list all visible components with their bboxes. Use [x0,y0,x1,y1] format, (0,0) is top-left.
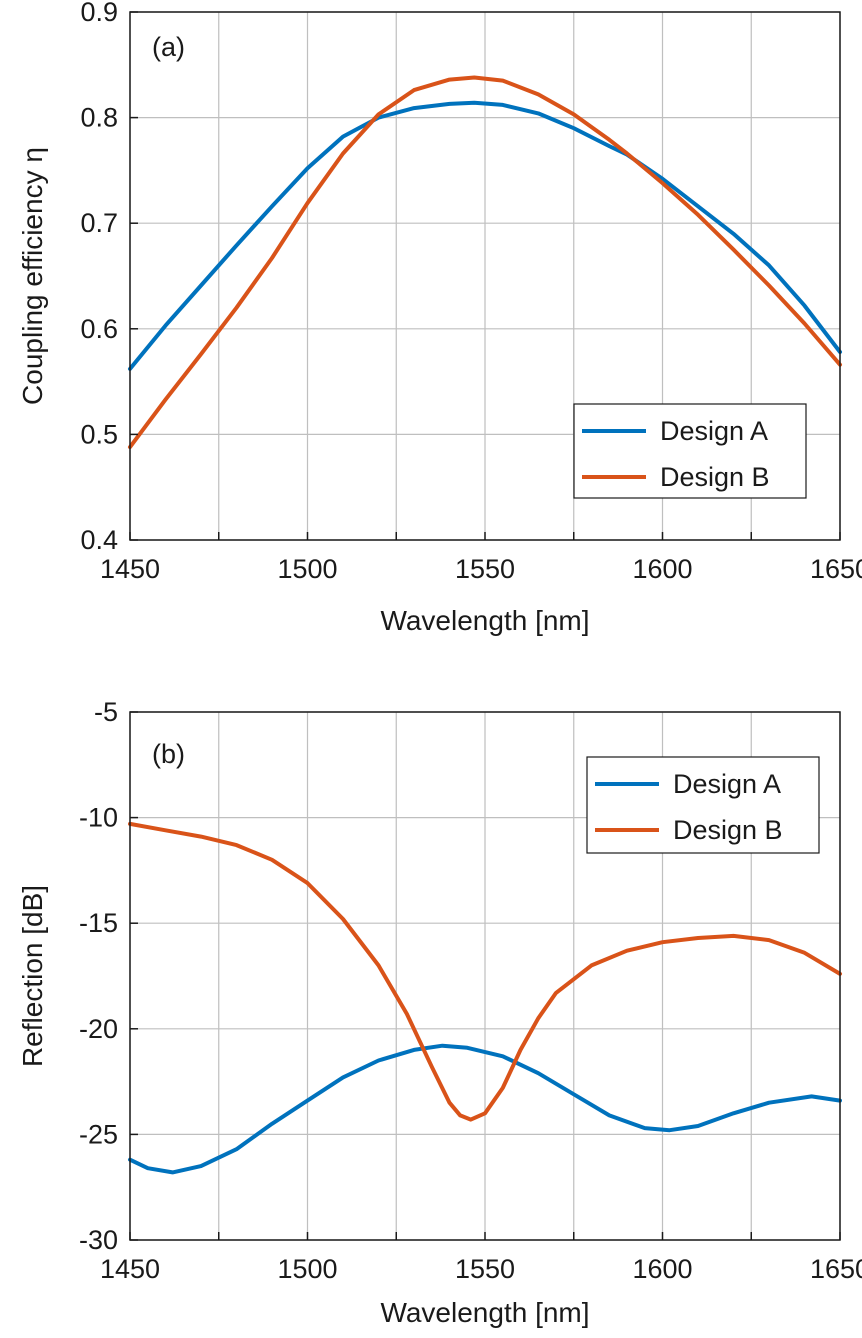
legend-label: Design A [673,769,781,799]
series-line-design-a [128,100,842,371]
y-tick-label: -25 [79,1119,118,1149]
x-tick-label: 1550 [455,554,515,584]
legend-label: Design B [673,815,783,845]
y-tick-label: -15 [79,908,118,938]
x-tick-label: 1450 [100,554,160,584]
x-tick-label: 1600 [632,1254,692,1284]
legend: Design A Design B [573,403,807,499]
legend-box [573,403,807,499]
y-axis-label: Coupling efficiency η [17,147,48,405]
series-line-design-a [128,1043,842,1175]
y-tick-label: 0.9 [80,0,118,27]
legend-label: Design B [660,462,770,492]
y-tick-label: 0.4 [80,525,118,555]
x-tick-label: 1550 [455,1254,515,1284]
y-tick-label: -20 [79,1014,118,1044]
panel-label: (a) [152,32,185,62]
x-tick-label: 1500 [277,1254,337,1284]
series-line-design-b [128,821,842,1122]
x-axis-label: Wavelength [nm] [380,1297,589,1328]
y-tick-label: -30 [79,1225,118,1255]
y-tick-label: 0.5 [80,419,118,449]
y-axis-label: Reflection [dB] [17,885,48,1067]
y-tick-label: 0.7 [80,208,118,238]
y-tick-label: -5 [94,697,118,727]
legend-box [586,756,820,854]
legend-label: Design A [660,416,768,446]
x-tick-label: 1500 [277,554,337,584]
x-axis-label: Wavelength [nm] [380,605,589,636]
x-tick-label: 1450 [100,1254,160,1284]
y-tick-label: 0.8 [80,103,118,133]
legend: Design A Design B [586,756,820,854]
y-tick-label: -10 [79,803,118,833]
y-tick-label: 0.6 [80,314,118,344]
x-tick-label: 1600 [632,554,692,584]
panel-label: (b) [152,739,185,769]
series-line-design-b [128,75,842,450]
